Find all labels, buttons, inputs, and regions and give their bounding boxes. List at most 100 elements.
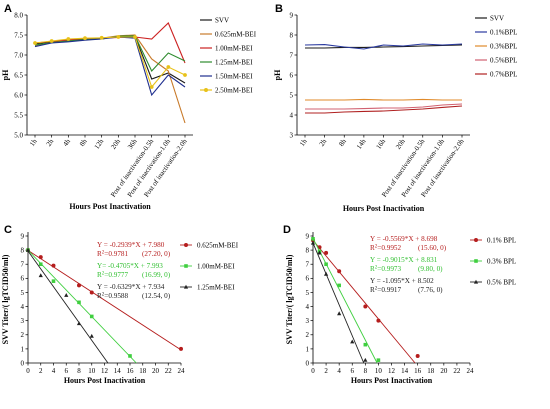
x-tick-label-d: 12 xyxy=(388,367,396,375)
r2-superscript: 2 xyxy=(102,251,105,256)
x-tick-label-c: 22 xyxy=(165,367,173,375)
x-tick-label-b: 14h xyxy=(355,137,368,151)
legend-label-a-4: 1.50mM-BEI xyxy=(215,73,253,81)
fit-r2-c-2: R2=0.9588 xyxy=(97,292,129,300)
fit-equation-d-1: Y = -0.9015*X + 8.831 xyxy=(370,256,438,264)
r2-value: =0.9781 xyxy=(104,250,128,258)
r2-superscript: 2 xyxy=(375,245,378,250)
fit-line-c-2 xyxy=(27,250,109,364)
y-tick-label-a: 7.0 xyxy=(14,51,23,59)
series-point-a-5 xyxy=(166,65,171,69)
x-tick-label-a: 1h xyxy=(28,137,39,148)
x-tick-label-c: 8 xyxy=(77,367,81,375)
data-point-c-0 xyxy=(51,263,56,268)
x-axis-label-b: Hours Post Inactivation xyxy=(343,204,425,213)
y-tick-label-b: 5 xyxy=(290,91,294,99)
data-point-d-1 xyxy=(363,342,368,347)
data-point-d-0 xyxy=(363,304,368,309)
data-point-d-2 xyxy=(323,271,329,276)
r2-value: =0.9917 xyxy=(377,286,401,294)
y-tick-label-d: 6 xyxy=(306,275,310,283)
data-point-c-1 xyxy=(77,300,81,305)
r2-superscript: 2 xyxy=(375,266,378,271)
y-tick-label-b: 3 xyxy=(290,131,294,139)
x-tick-label-a: 12h xyxy=(93,137,106,151)
x-tick-label-c: 6 xyxy=(65,367,69,375)
r2-symbol: R xyxy=(370,265,375,273)
x-tick-label-b: 1h xyxy=(298,137,309,148)
data-point-d-2 xyxy=(317,250,322,255)
r2-symbol: R xyxy=(370,244,375,252)
y-axis-label-c: SVV Titer/( lgTCID50/ml) xyxy=(1,254,10,344)
legend-label-c-1: 1.00mM-BEI xyxy=(197,263,235,271)
data-point-d-1 xyxy=(337,283,341,288)
data-point-c-2 xyxy=(64,292,69,297)
legend-marker-c-0 xyxy=(184,243,188,247)
data-point-c-0 xyxy=(77,283,81,288)
legend-label-d-1: 0.3% BPL xyxy=(487,258,516,266)
legend-marker-d-2 xyxy=(473,279,479,284)
y-tick-label-c: 4 xyxy=(21,303,25,311)
data-point-c-1 xyxy=(51,279,56,283)
series-line-b-4 xyxy=(305,105,463,114)
y-axis-label-a: pH xyxy=(1,69,10,80)
x-tick-label-b: 16h xyxy=(375,137,388,151)
x-tick-label-d: 14 xyxy=(401,367,409,375)
data-point-c-1 xyxy=(128,354,132,358)
series-line-a-4 xyxy=(34,36,186,97)
legend-label-a-1: 0.625mM-BEI xyxy=(215,31,257,39)
y-tick-label-d: 2 xyxy=(306,331,310,339)
series-point-a-5 xyxy=(49,39,54,43)
fit-line-d-1 xyxy=(312,238,378,364)
x-tick-label-d: 4 xyxy=(337,367,341,375)
data-point-d-1 xyxy=(376,358,381,362)
legend-label-c-2: 1.25mM-BEI xyxy=(197,284,235,292)
r2-symbol: R xyxy=(97,271,102,279)
series-line-a-1 xyxy=(34,34,186,124)
data-point-c-0 xyxy=(179,346,183,351)
x-tick-label-a: 8h xyxy=(78,137,89,148)
data-point-d-0 xyxy=(324,250,329,255)
data-point-d-2 xyxy=(363,357,368,362)
legend-label-a-5: 2.50mM-BEI xyxy=(215,87,253,95)
legend-label-d-0: 0.1% BPL xyxy=(487,237,516,245)
x-tick-label-c: 16 xyxy=(127,367,135,375)
fit-equation-c-0: Y = -0.2939*X + 7.980 xyxy=(97,241,165,249)
x-tick-label-d: 22 xyxy=(453,367,461,375)
panel-label-b: B xyxy=(275,3,283,15)
data-point-d-2 xyxy=(350,339,355,344)
legend-label-b-0: SVV xyxy=(490,15,504,23)
x-axis-label-c: Hours Post Inactivation xyxy=(64,376,146,385)
data-point-c-2 xyxy=(76,321,82,326)
y-tick-label-c: 3 xyxy=(21,317,25,325)
fit-intercept-d-0: (15.60, 0) xyxy=(418,244,447,252)
fit-intercept-c-1: (16.99, 0) xyxy=(142,271,171,279)
fit-equation-d-2: Y = -1.095*X + 8.502 xyxy=(370,277,434,285)
data-point-d-2 xyxy=(310,240,316,245)
y-tick-label-c: 2 xyxy=(21,331,25,339)
data-point-c-2 xyxy=(38,273,43,278)
legend-marker-a-5 xyxy=(204,88,208,92)
r2-superscript: 2 xyxy=(102,272,105,277)
fit-line-c-1 xyxy=(27,249,137,364)
fit-r2-c-1: R2=0.9777 xyxy=(97,271,129,279)
y-tick-label-b: 8 xyxy=(290,31,294,39)
fit-equation-c-1: Y= -0.4705*X + 7.993 xyxy=(97,262,163,270)
y-tick-label-c: 9 xyxy=(21,232,25,240)
x-tick-label-a: 36h xyxy=(126,137,139,151)
fit-r2-d-0: R2=0.9952 xyxy=(370,244,402,252)
y-tick-label-d: 3 xyxy=(306,317,310,325)
x-tick-label-d: 20 xyxy=(440,367,448,375)
data-point-c-0 xyxy=(89,290,94,295)
data-point-d-0 xyxy=(337,269,342,274)
series-point-a-5 xyxy=(99,35,104,40)
y-tick-label-d: 0 xyxy=(306,359,310,367)
fit-equation-d-0: Y = -0.5569*X + 8.698 xyxy=(370,235,438,243)
x-tick-label-c: 10 xyxy=(88,367,96,375)
panel-label-c: C xyxy=(4,224,12,236)
y-tick-label-c: 0 xyxy=(21,359,25,367)
fit-equation-c-2: Y = -0.6329*X + 7.934 xyxy=(97,283,165,291)
series-point-a-5 xyxy=(33,41,37,45)
